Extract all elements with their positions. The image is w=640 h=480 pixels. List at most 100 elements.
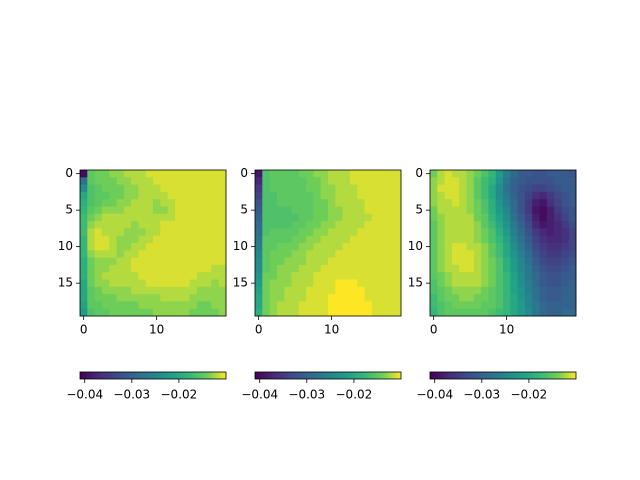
heatmap-cell: [298, 221, 307, 229]
heatmap-cell: [539, 250, 548, 258]
heatmap-cell: [320, 243, 329, 251]
heatmap-cell: [430, 221, 438, 229]
heatmap-cell: [189, 264, 198, 273]
heatmap-cell: [298, 206, 307, 215]
heatmap-cell: [481, 272, 489, 280]
heatmap-cell: [160, 286, 168, 295]
heatmap-cell: [554, 213, 562, 222]
heatmap-cell: [101, 235, 110, 244]
heatmap-cell: [568, 213, 577, 222]
heatmap-cell: [313, 177, 322, 185]
heatmap-cell: [510, 294, 518, 302]
heatmap-cell: [255, 170, 263, 178]
heatmap-cell: [291, 294, 300, 302]
heatmap-cell: [437, 191, 445, 200]
heatmap-cell: [393, 286, 402, 295]
heatmap-cell: [349, 206, 358, 215]
heatmap-cell: [167, 294, 176, 302]
heatmap-cell: [298, 177, 307, 185]
heatmap-cell: [379, 199, 387, 207]
heatmap-cell: [131, 301, 139, 310]
heatmap-cell: [524, 272, 533, 280]
heatmap-cell: [430, 286, 438, 295]
heatmap-cell: [276, 191, 285, 200]
heatmap-cell: [218, 257, 227, 266]
heatmap-cell: [167, 228, 176, 237]
heatmap-cell: [335, 279, 343, 288]
heatmap-cell: [451, 286, 460, 295]
heatmap-cell: [284, 177, 292, 185]
heatmap-cell: [473, 221, 482, 229]
y-tick-label: 10: [408, 239, 423, 253]
heatmap-cell: [342, 213, 351, 222]
heatmap-cell: [532, 199, 540, 207]
heatmap-cell: [160, 228, 168, 237]
heatmap-cell: [204, 170, 212, 178]
heatmap-cell: [284, 243, 292, 251]
heatmap-cell: [123, 199, 132, 207]
heatmap-cell: [371, 279, 380, 288]
heatmap-cell: [451, 294, 460, 302]
heatmap-cell: [262, 272, 270, 280]
heatmap-cell: [123, 243, 132, 251]
heatmap-cell: [182, 301, 190, 310]
heatmap-cell: [481, 250, 489, 258]
heatmap-cell: [313, 199, 322, 207]
heatmap-cell: [189, 228, 198, 237]
heatmap-cell: [517, 199, 526, 207]
heatmap-cell: [437, 279, 445, 288]
heatmap-cell: [335, 177, 343, 185]
heatmap-cell: [503, 286, 511, 295]
heatmap-cell: [87, 213, 95, 222]
heatmap-cell: [211, 213, 220, 222]
heatmap-cell: [328, 213, 336, 222]
heatmap-cell: [430, 301, 438, 310]
heatmap-cell: [262, 286, 270, 295]
heatmap-cell: [451, 213, 460, 222]
heatmap-cell: [291, 279, 300, 288]
heatmap-cell: [116, 257, 125, 266]
heatmap-cell: [138, 286, 147, 295]
heatmap-cell: [138, 279, 147, 288]
heatmap-cell: [109, 199, 117, 207]
heatmap-cell: [473, 243, 482, 251]
heatmap-cell: [561, 170, 570, 178]
heatmap-cell: [298, 199, 307, 207]
heatmap-cell: [459, 235, 467, 244]
heatmap-cell: [174, 257, 183, 266]
heatmap-cell: [517, 228, 526, 237]
heatmap-cell: [349, 257, 358, 266]
heatmap-cell: [459, 257, 467, 266]
heatmap-cell: [379, 294, 387, 302]
heatmap-cell: [510, 221, 518, 229]
heatmap-cell: [80, 264, 88, 273]
heatmap-cell: [167, 279, 176, 288]
heatmap-cell: [546, 213, 555, 222]
heatmap-cell: [109, 170, 117, 178]
heatmap-cell: [218, 184, 227, 193]
heatmap-cell: [131, 257, 139, 266]
heatmap-cell: [459, 286, 467, 295]
heatmap-cell: [510, 206, 518, 215]
heatmap-cell: [94, 235, 103, 244]
heatmap-cell: [87, 170, 95, 178]
heatmap-cell: [255, 279, 263, 288]
heatmap-cell: [364, 294, 373, 302]
heatmap-cell: [481, 213, 489, 222]
heatmap-cell: [101, 301, 110, 310]
heatmap-cell: [459, 213, 467, 222]
heatmap-cell: [554, 199, 562, 207]
heatmap-cell: [101, 191, 110, 200]
heatmap-cell: [306, 257, 314, 266]
heatmap-cell: [284, 308, 292, 317]
heatmap-cell: [524, 235, 533, 244]
heatmap-cell: [87, 250, 95, 258]
heatmap-cell: [145, 206, 154, 215]
heatmap-cell: [437, 235, 445, 244]
heatmap-cell: [481, 184, 489, 193]
heatmap-cell: [138, 301, 147, 310]
heatmap-cell: [524, 308, 533, 317]
heatmap-cell: [138, 264, 147, 273]
heatmap-cell: [116, 228, 125, 237]
heatmap-cell: [386, 264, 395, 273]
